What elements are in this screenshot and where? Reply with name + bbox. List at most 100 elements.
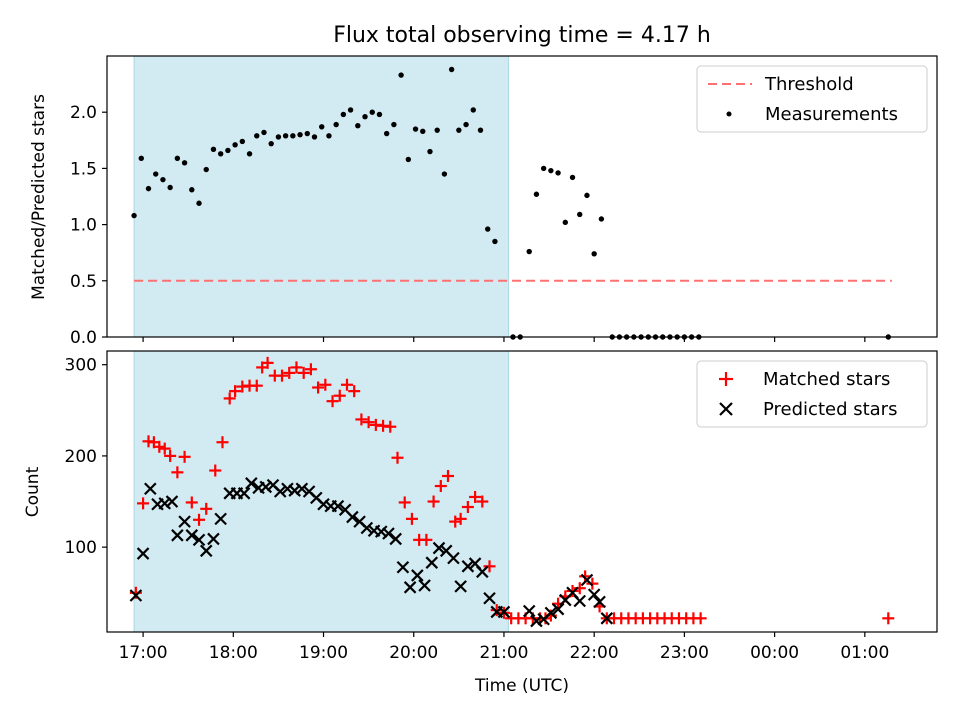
- measurement-point: [485, 226, 491, 232]
- bottom-y-ticks: 100 200 300: [65, 356, 107, 558]
- predicted-star-point: [273, 485, 287, 498]
- y-tick-label: 2.0: [70, 103, 97, 123]
- measurement-point: [167, 184, 173, 191]
- top-legend: Threshold Measurements: [696, 65, 928, 133]
- observing-window-shade: [133, 350, 509, 633]
- measurement-point: [196, 200, 202, 206]
- measurement-point: [131, 212, 137, 219]
- predicted-star-point: [346, 510, 359, 524]
- predicted-star-point: [245, 477, 258, 490]
- predicted-star-point: [259, 480, 273, 494]
- matched-star-point: [250, 379, 263, 392]
- predicted-star-point: [382, 527, 395, 540]
- predicted-star-point: [158, 497, 172, 510]
- measurement-point: [174, 155, 181, 161]
- predicted-star-point: [483, 591, 496, 605]
- predicted-star-point: [432, 541, 446, 555]
- matched-star-point: [427, 495, 440, 508]
- measurement-point: [355, 122, 361, 129]
- predicted-star-point: [403, 581, 417, 594]
- matched-star-point: [164, 449, 177, 462]
- measurement-point: [153, 171, 159, 177]
- measurement-point: [138, 155, 144, 161]
- measurement-point: [477, 127, 484, 133]
- predicted-star-point: [593, 595, 606, 609]
- measurement-point: [217, 151, 224, 157]
- ratio-panel: 0.00.51.01.52.0 Matched/Predicted stars …: [29, 55, 938, 348]
- predicted-star-point: [551, 602, 565, 616]
- predicted-star-point: [288, 484, 301, 497]
- x-tick-label: 17:00: [119, 643, 168, 663]
- y-tick-label: 1.5: [70, 159, 97, 179]
- predicted-star-point: [461, 560, 475, 573]
- predicted-star-point: [199, 544, 213, 558]
- predicted-star-point: [411, 569, 424, 582]
- matched-star-point: [398, 496, 411, 509]
- measurement-point: [246, 151, 253, 157]
- predicted-star-point: [360, 521, 374, 535]
- matched-star-point: [384, 420, 397, 433]
- measurements-series: [131, 66, 891, 340]
- matched-star-point: [694, 612, 707, 625]
- x-axis-label: Time (UTC): [474, 676, 569, 696]
- bottom-x-ticks: 17:00 18:00 19:00 20:00 21:00 22:00 23:00 00:00…: [119, 632, 889, 663]
- matched-star-point: [304, 363, 317, 376]
- matched-star-point: [326, 395, 339, 408]
- x-tick-label: 01:00: [840, 643, 889, 663]
- measurement-point: [333, 121, 339, 128]
- predicted-star-point: [522, 604, 536, 618]
- predicted-star-point: [129, 589, 143, 602]
- matched-star-point: [355, 413, 368, 426]
- bottom-legend-box: [696, 360, 928, 428]
- measurement-point: [239, 138, 246, 145]
- measurement-point: [562, 219, 569, 226]
- predicted-star-point: [295, 482, 309, 496]
- measurement-point: [456, 127, 462, 133]
- matched-legend-label: Matched stars: [763, 369, 890, 390]
- x-tick-label: 19:00: [299, 643, 348, 663]
- matched-star-point: [461, 501, 474, 514]
- matched-star-point: [442, 469, 455, 482]
- matched-star-point: [476, 495, 489, 508]
- measurement-point: [290, 133, 296, 139]
- matched-star-point: [483, 560, 496, 573]
- matched-star-point: [153, 440, 166, 453]
- predicted-legend-swatch: [719, 402, 733, 416]
- measurement-point: [584, 192, 590, 199]
- matched-star-point: [178, 450, 191, 463]
- measurement-point: [261, 129, 267, 136]
- observing-window-shade: [133, 55, 509, 338]
- matched-star-point: [312, 381, 325, 394]
- matched-star-point: [290, 361, 303, 374]
- measurement-point: [463, 121, 469, 128]
- matched-star-point: [340, 378, 353, 391]
- matched-star-point: [216, 436, 229, 449]
- measurements-legend-swatch: [726, 111, 732, 117]
- matched-star-point: [449, 515, 462, 528]
- y-tick-label: 0.0: [70, 328, 97, 348]
- measurement-point: [434, 127, 440, 133]
- top-legend-box: [696, 65, 928, 133]
- measurement-point: [210, 146, 217, 152]
- measurement-point: [492, 238, 498, 245]
- measurement-point: [398, 72, 404, 78]
- measurement-point: [369, 109, 375, 115]
- top-y-axis-label: Matched/Predicted stars: [29, 94, 49, 300]
- matched-star-point: [405, 512, 418, 525]
- predicted-star-point: [573, 594, 587, 608]
- y-tick-label: 0.5: [70, 272, 97, 292]
- measurement-point: [598, 216, 605, 222]
- measurement-point: [555, 170, 561, 176]
- predicted-star-point: [171, 529, 184, 542]
- bottom-y-axis-label: Count: [23, 466, 43, 517]
- predicted-star-point: [425, 556, 439, 569]
- chart-title: Flux total observing time = 4.17 h: [333, 23, 711, 48]
- matched-star-point: [586, 577, 599, 590]
- measurement-point: [420, 128, 426, 135]
- measurement-point: [160, 176, 166, 183]
- predicted-star-point: [192, 533, 206, 547]
- matched-star-point: [391, 451, 404, 464]
- predicted-star-point: [317, 497, 330, 511]
- measurements-legend-label: Measurements: [765, 104, 898, 125]
